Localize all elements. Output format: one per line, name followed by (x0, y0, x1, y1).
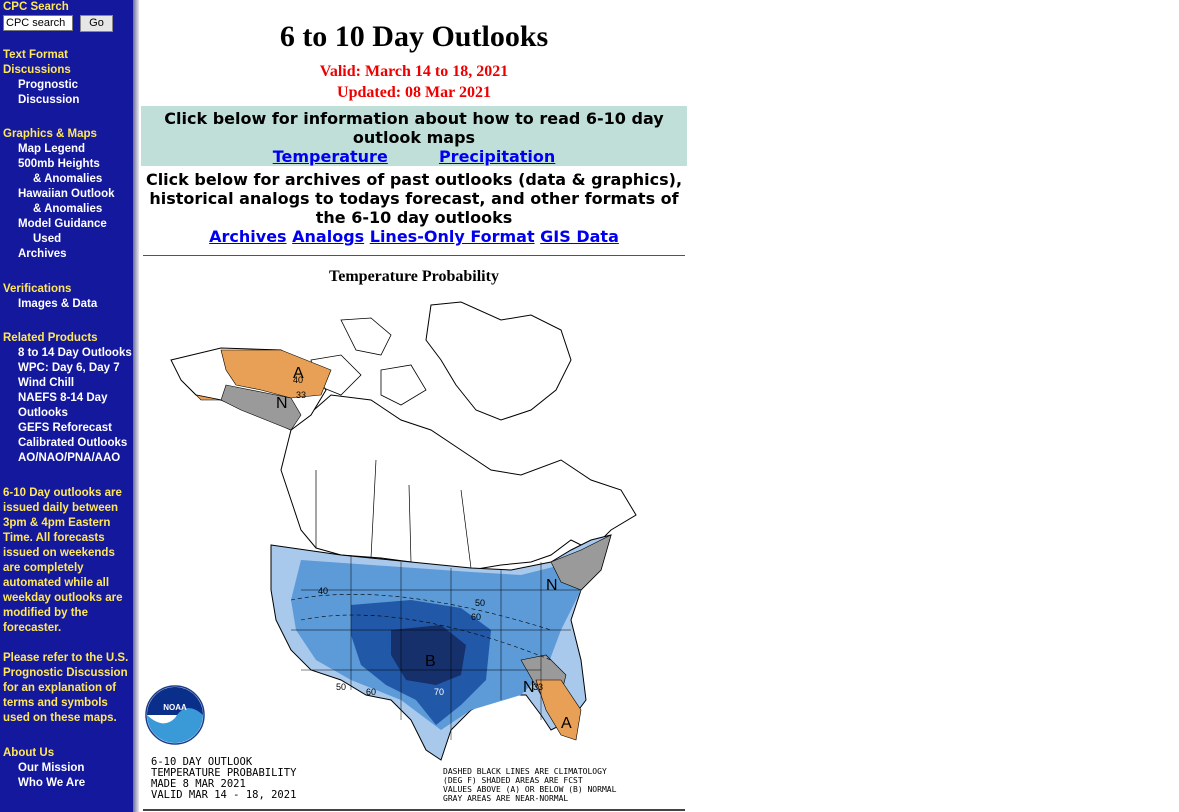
valid-dates: Valid: March 14 to 18, 2021 (319, 63, 509, 80)
sidebar-item-500mb-heights[interactable]: 500mb Heights (18, 158, 100, 170)
info-links: Temperature Precipitation (141, 147, 687, 166)
map-value-33-southeast: 33 (533, 682, 543, 692)
map-label-n-northeast: N (546, 577, 558, 594)
graphics-title: Graphics & Maps (3, 128, 97, 140)
noaa-logo-text: NOAA (163, 703, 187, 712)
map-caption-3: MADE 8 MAR 2021 (151, 778, 246, 790)
map-title: Temperature Probability (329, 268, 499, 285)
sidebar-item-map-legend[interactable]: Map Legend (18, 143, 86, 155)
map-label-b: B (425, 653, 436, 670)
search-input[interactable] (3, 15, 73, 31)
map-label-n-alaska: N (276, 395, 288, 412)
verifications-title: Verifications (3, 283, 72, 295)
sidebar-item-wind-chill[interactable]: Wind Chill (18, 377, 75, 389)
sidebar-item-wpc[interactable]: WPC: Day 6, Day 7 (18, 362, 120, 374)
map-caption-2: TEMPERATURE PROBABILITY (151, 767, 297, 779)
sidebar-item-ao-nao[interactable]: AO/NAO/PNA/AAO (18, 452, 121, 464)
map-value-60-north: 60 (471, 612, 481, 622)
updated-date: Updated: 08 Mar 2021 (337, 84, 491, 101)
map-value-70: 70 (434, 687, 444, 697)
sidebar-item-who-we-are[interactable]: Who We Are (18, 777, 86, 789)
map-value-50-north: 50 (475, 598, 485, 608)
precipitation-link[interactable]: Precipitation (438, 147, 556, 166)
noaa-logo: NOAA (145, 685, 205, 745)
divider (143, 255, 685, 256)
page-title: 6 to 10 Day Outlooks (279, 20, 549, 53)
analogs-link[interactable]: Analogs (292, 227, 365, 246)
sidebar-item-hawaiian-anomalies[interactable]: & Anomalies (33, 203, 103, 215)
sidebar-item-naefs[interactable]: NAEFS 8-14 Day (18, 392, 108, 404)
sidebar (0, 0, 133, 812)
archive-text: Click below for archives of past outlook… (145, 170, 683, 227)
map-value-40: 40 (318, 586, 328, 596)
map-legend-2: (DEG F) SHADED AREAS ARE FCST (443, 776, 583, 785)
map-legend-1: DASHED BLACK LINES ARE CLIMATOLOGY (443, 767, 607, 776)
lines-only-link[interactable]: Lines-Only Format (369, 227, 535, 246)
sidebar-item-discussion[interactable]: Discussion (18, 94, 80, 106)
map-value-33-alaska: 33 (296, 390, 306, 400)
text-format-title-2[interactable]: Discussions (3, 64, 71, 76)
temperature-outlook-map[interactable]: A N B N N A 40 33 40 50 60 50 60 70 33 N… (141, 300, 687, 810)
info-text: Click below for information about how to… (164, 109, 664, 147)
sidebar-item-model-used[interactable]: Used (33, 233, 62, 245)
sidebar-item-hawaiian-outlook[interactable]: Hawaiian Outlook (18, 188, 115, 200)
archives-link[interactable]: Archives (209, 227, 287, 246)
about-title: About Us (3, 747, 55, 759)
sidebar-item-prognostic[interactable]: Prognostic (18, 79, 79, 91)
map-value-50-west: 50 (336, 682, 346, 692)
archive-links: Archives Analogs Lines-Only Format GIS D… (141, 227, 687, 246)
map-label-a-alaska: A (293, 365, 304, 382)
archive-box: Click below for archives of past outlook… (141, 170, 687, 246)
sidebar-item-8-14-day[interactable]: 8 to 14 Day Outlooks (18, 347, 132, 359)
map-legend-3: VALUES ABOVE (A) OR BELOW (B) NORMAL (443, 785, 617, 794)
map-legend-4: GRAY AREAS ARE NEAR-NORMAL (443, 794, 568, 803)
search-title: CPC Search (3, 1, 69, 13)
sidebar-item-gefs[interactable]: GEFS Reforecast (18, 422, 112, 434)
gis-data-link[interactable]: GIS Data (540, 227, 619, 246)
map-caption-1: 6-10 DAY OUTLOOK (151, 756, 253, 768)
text-format-title[interactable]: Text Format (3, 49, 68, 61)
map-value-60-west: 60 (366, 687, 376, 697)
issuance-note: 6-10 Day outlooks are issued daily betwe… (3, 487, 123, 634)
go-button[interactable]: Go (80, 15, 113, 32)
sidebar-item-mission[interactable]: Our Mission (18, 762, 85, 774)
map-label-a-florida: A (561, 715, 572, 732)
related-title: Related Products (3, 332, 98, 344)
map-value-40-alaska: 40 (293, 375, 303, 385)
sidebar-item-model-guidance[interactable]: Model Guidance (18, 218, 107, 230)
info-box: Click below for information about how to… (141, 106, 687, 166)
sidebar-item-500mb-anomalies[interactable]: & Anomalies (33, 173, 103, 185)
bottom-divider (143, 809, 685, 811)
discussion-note: Please refer to the U.S. Prognostic Disc… (3, 652, 129, 724)
temperature-link[interactable]: Temperature (272, 147, 388, 166)
map-caption-4: VALID MAR 14 - 18, 2021 (151, 789, 296, 801)
map-label-n-southeast: N (523, 679, 535, 696)
sidebar-item-archives[interactable]: Archives (18, 248, 67, 260)
sidebar-item-calibrated[interactable]: Calibrated Outlooks (18, 437, 128, 449)
sidebar-item-naefs-outlooks[interactable]: Outlooks (18, 407, 68, 419)
sidebar-shadow (133, 0, 139, 812)
sidebar-item-images-data[interactable]: Images & Data (18, 298, 98, 310)
